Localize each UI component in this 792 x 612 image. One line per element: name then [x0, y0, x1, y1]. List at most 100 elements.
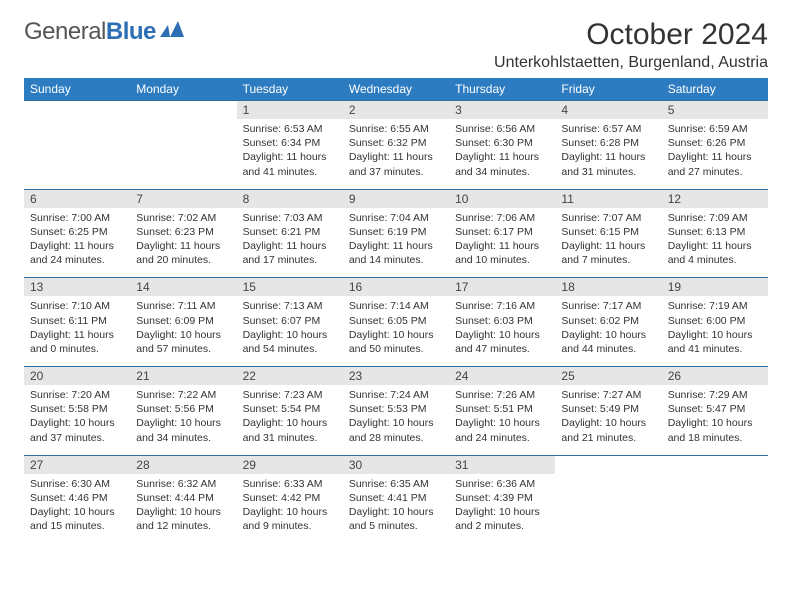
sunset-text: Sunset: 6:15 PM — [561, 225, 655, 239]
sunrise-text: Sunrise: 7:03 AM — [243, 211, 337, 225]
day-number-cell: 24 — [449, 367, 555, 386]
daylight-text: Daylight: 11 hours and 0 minutes. — [30, 328, 124, 356]
sunrise-text: Sunrise: 7:27 AM — [561, 388, 655, 402]
day-number-cell: 26 — [662, 367, 768, 386]
sunset-text: Sunset: 6:32 PM — [349, 136, 443, 150]
daylight-text: Daylight: 11 hours and 20 minutes. — [136, 239, 230, 267]
day-content-cell: Sunrise: 7:02 AMSunset: 6:23 PMDaylight:… — [130, 208, 236, 278]
day-number-cell: 2 — [343, 101, 449, 120]
daylight-text: Daylight: 10 hours and 21 minutes. — [561, 416, 655, 444]
day-header: Monday — [130, 78, 236, 101]
day-number-cell: 28 — [130, 455, 236, 474]
day-content-row: Sunrise: 6:53 AMSunset: 6:34 PMDaylight:… — [24, 119, 768, 189]
day-content-cell: Sunrise: 6:53 AMSunset: 6:34 PMDaylight:… — [237, 119, 343, 189]
daylight-text: Daylight: 11 hours and 41 minutes. — [243, 150, 337, 178]
day-number-row: 13141516171819 — [24, 278, 768, 297]
sunrise-text: Sunrise: 7:13 AM — [243, 299, 337, 313]
day-content-cell: Sunrise: 7:10 AMSunset: 6:11 PMDaylight:… — [24, 296, 130, 366]
daylight-text: Daylight: 11 hours and 37 minutes. — [349, 150, 443, 178]
sunset-text: Sunset: 5:53 PM — [349, 402, 443, 416]
daylight-text: Daylight: 10 hours and 34 minutes. — [136, 416, 230, 444]
day-number-row: 12345 — [24, 101, 768, 120]
day-number-cell: 9 — [343, 189, 449, 208]
brand-part2: Blue — [106, 18, 156, 46]
day-content-cell: Sunrise: 7:14 AMSunset: 6:05 PMDaylight:… — [343, 296, 449, 366]
daylight-text: Daylight: 10 hours and 44 minutes. — [561, 328, 655, 356]
daylight-text: Daylight: 10 hours and 54 minutes. — [243, 328, 337, 356]
day-content-cell: Sunrise: 7:24 AMSunset: 5:53 PMDaylight:… — [343, 385, 449, 455]
sunrise-text: Sunrise: 7:00 AM — [30, 211, 124, 225]
day-number-cell: 17 — [449, 278, 555, 297]
title-block: October 2024 Unterkohlstaetten, Burgenla… — [494, 18, 768, 72]
sunset-text: Sunset: 5:56 PM — [136, 402, 230, 416]
day-number-cell: 7 — [130, 189, 236, 208]
sunrise-text: Sunrise: 6:30 AM — [30, 477, 124, 491]
day-content-cell: Sunrise: 6:55 AMSunset: 6:32 PMDaylight:… — [343, 119, 449, 189]
day-content-cell: Sunrise: 7:17 AMSunset: 6:02 PMDaylight:… — [555, 296, 661, 366]
sunrise-text: Sunrise: 6:55 AM — [349, 122, 443, 136]
page-header: GeneralBlue October 2024 Unterkohlstaett… — [24, 18, 768, 72]
day-content-cell: Sunrise: 7:13 AMSunset: 6:07 PMDaylight:… — [237, 296, 343, 366]
day-content-cell — [130, 119, 236, 189]
sunset-text: Sunset: 6:00 PM — [668, 314, 762, 328]
day-content-cell — [662, 474, 768, 544]
sunrise-text: Sunrise: 6:59 AM — [668, 122, 762, 136]
day-number-cell: 10 — [449, 189, 555, 208]
sunrise-text: Sunrise: 7:14 AM — [349, 299, 443, 313]
daylight-text: Daylight: 10 hours and 24 minutes. — [455, 416, 549, 444]
sunset-text: Sunset: 6:19 PM — [349, 225, 443, 239]
daylight-text: Daylight: 10 hours and 50 minutes. — [349, 328, 443, 356]
sunset-text: Sunset: 5:47 PM — [668, 402, 762, 416]
sunrise-text: Sunrise: 7:20 AM — [30, 388, 124, 402]
sunset-text: Sunset: 6:03 PM — [455, 314, 549, 328]
daylight-text: Daylight: 11 hours and 17 minutes. — [243, 239, 337, 267]
day-content-row: Sunrise: 6:30 AMSunset: 4:46 PM Daylight:… — [24, 474, 768, 544]
day-content-cell: Sunrise: 6:59 AMSunset: 6:26 PMDaylight:… — [662, 119, 768, 189]
day-content-cell: Sunrise: 6:35 AMSunset: 4:41 PMDaylight:… — [343, 474, 449, 544]
daylight-text: Daylight: 11 hours and 31 minutes. — [561, 150, 655, 178]
sunrise-text: Sunrise: 7:10 AM — [30, 299, 124, 313]
day-content-cell: Sunrise: 7:22 AMSunset: 5:56 PMDaylight:… — [130, 385, 236, 455]
sunrise-text: Sunrise: 7:23 AM — [243, 388, 337, 402]
day-header: Saturday — [662, 78, 768, 101]
day-number-cell: 8 — [237, 189, 343, 208]
sunset-text: Sunset: 6:11 PM — [30, 314, 124, 328]
day-content-cell: Sunrise: 7:00 AMSunset: 6:25 PMDaylight:… — [24, 208, 130, 278]
day-number-cell: 5 — [662, 101, 768, 120]
calendar-header-row: Sunday Monday Tuesday Wednesday Thursday… — [24, 78, 768, 101]
daylight-text: Daylight: 11 hours and 34 minutes. — [455, 150, 549, 178]
calendar-table: Sunday Monday Tuesday Wednesday Thursday… — [24, 78, 768, 544]
day-content-cell: Sunrise: 7:19 AMSunset: 6:00 PMDaylight:… — [662, 296, 768, 366]
day-content-cell: Sunrise: 6:32 AMSunset: 4:44 PMDaylight:… — [130, 474, 236, 544]
day-number-cell: 16 — [343, 278, 449, 297]
sunset-text: Sunset: 6:25 PM — [30, 225, 124, 239]
day-number-cell: 13 — [24, 278, 130, 297]
daylight-text: Daylight: 10 hours and 31 minutes. — [243, 416, 337, 444]
calendar-body: 12345Sunrise: 6:53 AMSunset: 6:34 PMDayl… — [24, 101, 768, 544]
day-header: Sunday — [24, 78, 130, 101]
sunset-text: Sunset: 4:44 PM — [136, 491, 230, 505]
day-content-cell: Sunrise: 7:03 AMSunset: 6:21 PMDaylight:… — [237, 208, 343, 278]
sunset-text: Sunset: 5:49 PM — [561, 402, 655, 416]
daylight-text: Daylight: 10 hours and 5 minutes. — [349, 505, 443, 533]
day-content-cell — [24, 119, 130, 189]
day-number-cell: 3 — [449, 101, 555, 120]
day-content-cell: Sunrise: 7:16 AMSunset: 6:03 PMDaylight:… — [449, 296, 555, 366]
day-content-cell: Sunrise: 7:07 AMSunset: 6:15 PMDaylight:… — [555, 208, 661, 278]
day-number-cell: 18 — [555, 278, 661, 297]
day-header: Tuesday — [237, 78, 343, 101]
day-number-cell — [662, 455, 768, 474]
sunrise-text: Sunrise: 6:57 AM — [561, 122, 655, 136]
sunrise-text: Sunrise: 7:09 AM — [668, 211, 762, 225]
sunrise-text: Sunrise: 7:04 AM — [349, 211, 443, 225]
sunset-text: Sunset: 6:30 PM — [455, 136, 549, 150]
sunset-text: Sunset: 4:46 PM — [30, 491, 124, 505]
day-content-row: Sunrise: 7:00 AMSunset: 6:25 PMDaylight:… — [24, 208, 768, 278]
daylight-text: Daylight: 11 hours and 24 minutes. — [30, 239, 124, 267]
sunrise-text: Sunrise: 7:11 AM — [136, 299, 230, 313]
daylight-text: Daylight: 10 hours and 18 minutes. — [668, 416, 762, 444]
day-content-cell: Sunrise: 7:26 AMSunset: 5:51 PMDaylight:… — [449, 385, 555, 455]
sunrise-text: Sunrise: 6:33 AM — [243, 477, 337, 491]
daylight-text: Daylight: 10 hours and 2 minutes. — [455, 505, 549, 533]
sunrise-text: Sunrise: 7:06 AM — [455, 211, 549, 225]
